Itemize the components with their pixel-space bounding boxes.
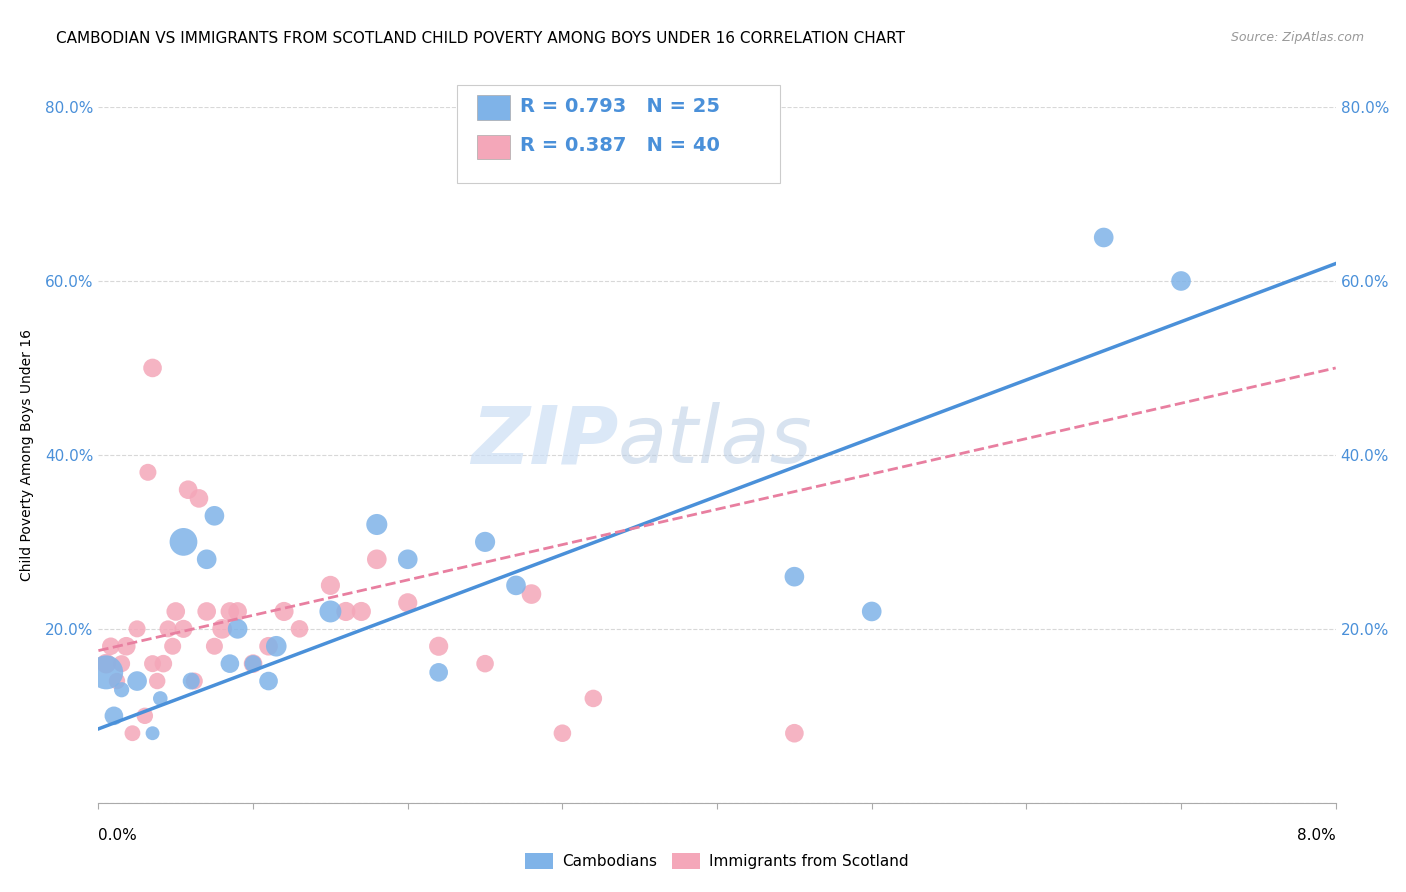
Point bbox=[427, 665, 450, 680]
Point bbox=[127, 622, 149, 636]
Point bbox=[242, 657, 264, 671]
Point bbox=[162, 639, 184, 653]
Point bbox=[551, 726, 574, 740]
Point bbox=[141, 360, 165, 375]
Point bbox=[211, 622, 233, 636]
Point bbox=[127, 674, 149, 689]
Point bbox=[783, 726, 806, 740]
Point bbox=[149, 691, 172, 706]
Point bbox=[157, 622, 180, 636]
Point bbox=[152, 657, 174, 671]
Point bbox=[288, 622, 311, 636]
Point bbox=[396, 552, 419, 566]
Point bbox=[188, 491, 211, 506]
Point bbox=[366, 517, 388, 532]
Text: Source: ZipAtlas.com: Source: ZipAtlas.com bbox=[1230, 31, 1364, 45]
Point bbox=[860, 605, 883, 619]
Point bbox=[195, 552, 218, 566]
Text: R = 0.793   N = 25: R = 0.793 N = 25 bbox=[520, 96, 720, 116]
Point bbox=[427, 639, 450, 653]
Point bbox=[136, 466, 159, 480]
Point bbox=[103, 708, 125, 723]
Point bbox=[96, 657, 118, 671]
Point bbox=[180, 674, 202, 689]
Point bbox=[396, 596, 419, 610]
Point bbox=[226, 622, 249, 636]
Point bbox=[350, 605, 373, 619]
Point bbox=[257, 674, 280, 689]
Point bbox=[273, 605, 295, 619]
Point bbox=[111, 657, 132, 671]
Point bbox=[783, 570, 806, 584]
Point bbox=[474, 534, 496, 549]
Point bbox=[115, 639, 138, 653]
Text: CAMBODIAN VS IMMIGRANTS FROM SCOTLAND CHILD POVERTY AMONG BOYS UNDER 16 CORRELAT: CAMBODIAN VS IMMIGRANTS FROM SCOTLAND CH… bbox=[56, 31, 905, 46]
Point bbox=[105, 674, 128, 689]
Text: 0.0%: 0.0% bbox=[98, 828, 138, 843]
Point bbox=[242, 657, 264, 671]
Point bbox=[121, 726, 143, 740]
Legend: Cambodians, Immigrants from Scotland: Cambodians, Immigrants from Scotland bbox=[519, 847, 915, 875]
Point bbox=[111, 682, 132, 697]
Point bbox=[1092, 230, 1115, 244]
Point bbox=[366, 552, 388, 566]
Text: 8.0%: 8.0% bbox=[1296, 828, 1336, 843]
Text: R = 0.387   N = 40: R = 0.387 N = 40 bbox=[520, 136, 720, 155]
Point bbox=[1170, 274, 1192, 288]
Point bbox=[183, 674, 205, 689]
Point bbox=[96, 665, 118, 680]
Point bbox=[319, 578, 342, 592]
Y-axis label: Child Poverty Among Boys Under 16: Child Poverty Among Boys Under 16 bbox=[20, 329, 34, 581]
Point bbox=[146, 674, 169, 689]
Point bbox=[257, 639, 280, 653]
Point bbox=[582, 691, 605, 706]
Point bbox=[165, 605, 187, 619]
Point bbox=[134, 708, 156, 723]
Point bbox=[219, 657, 242, 671]
Point bbox=[219, 605, 242, 619]
Point bbox=[100, 639, 122, 653]
Point bbox=[141, 657, 165, 671]
Point bbox=[319, 605, 342, 619]
Point bbox=[505, 578, 527, 592]
Point bbox=[172, 622, 194, 636]
Point bbox=[177, 483, 200, 497]
Point bbox=[474, 657, 496, 671]
Point bbox=[195, 605, 218, 619]
Point bbox=[204, 639, 226, 653]
Text: atlas: atlas bbox=[619, 402, 813, 480]
Point bbox=[335, 605, 357, 619]
Point bbox=[141, 726, 165, 740]
Point bbox=[172, 534, 194, 549]
Text: ZIP: ZIP bbox=[471, 402, 619, 480]
Point bbox=[204, 508, 226, 523]
Point bbox=[226, 605, 249, 619]
Point bbox=[520, 587, 543, 601]
Point bbox=[264, 639, 288, 653]
